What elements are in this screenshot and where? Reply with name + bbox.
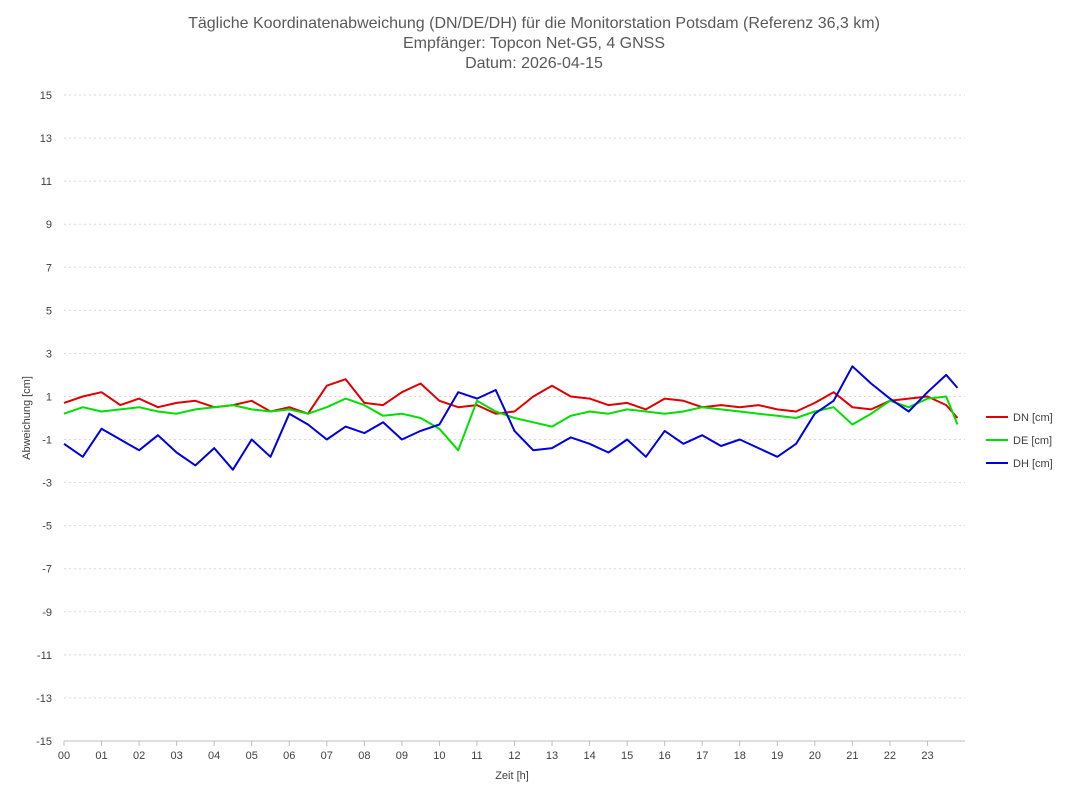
y-tick-label: -1 — [42, 435, 52, 447]
x-tick-label: 12 — [508, 750, 520, 762]
x-tick-label: 01 — [95, 750, 107, 762]
x-tick-label: 23 — [921, 750, 933, 762]
x-axis-ticks: 00 01 02 03 04 05 06 07 08 09 10 11 12 13 14 15 16 17 18 19… — [58, 750, 934, 762]
x-tick-label: 18 — [734, 750, 746, 762]
x-tick-label: 00 — [58, 750, 70, 762]
x-tick-label: 14 — [583, 750, 595, 762]
grid-lines — [64, 94, 965, 742]
x-tick-label: 15 — [621, 750, 633, 762]
y-tick-label: -7 — [42, 564, 52, 576]
y-axis-ticks: 15 13 11 9 7 5 3 1 -1 -3 -5 -7 -9 -11 -13 -15 — [36, 90, 52, 748]
chart-title-line-3: Datum: 2026-04-15 — [465, 55, 603, 72]
chart-title-line-2: Empfänger: Topcon Net-G5, 4 GNSS — [403, 35, 665, 52]
x-axis — [63, 740, 965, 746]
y-axis-label: Abweichung [cm] — [21, 376, 33, 460]
legend-entry: DE [cm] — [1013, 435, 1052, 447]
y-tick-label: -13 — [36, 693, 52, 705]
x-tick-label: 09 — [396, 750, 408, 762]
x-tick-label: 20 — [809, 750, 821, 762]
x-tick-label: 07 — [321, 750, 333, 762]
series-line-de — [63, 395, 959, 452]
y-tick-label: 3 — [46, 348, 52, 360]
x-axis-label: Zeit [h] — [495, 770, 529, 782]
x-tick-label: 04 — [208, 750, 220, 762]
y-tick-label: 11 — [41, 176, 52, 188]
y-tick-label: 15 — [40, 90, 52, 102]
x-tick-label: 11 — [471, 750, 482, 762]
x-tick-label: 17 — [696, 750, 708, 762]
legend: DN [cm] DE [cm] DH [cm] — [986, 412, 1053, 470]
chart-title: Tägliche Koordinatenabweichung (DN/DE/DH… — [188, 15, 880, 72]
y-tick-label: -15 — [36, 736, 52, 748]
y-tick-label: 1 — [46, 391, 52, 403]
series-line-dh — [63, 365, 959, 471]
y-tick-label: -11 — [37, 650, 52, 662]
x-tick-label: 16 — [659, 750, 671, 762]
x-tick-label: 03 — [171, 750, 183, 762]
y-tick-label: 5 — [46, 305, 52, 317]
y-tick-label: -5 — [42, 521, 52, 533]
y-tick-label: 13 — [40, 133, 52, 145]
x-tick-label: 13 — [546, 750, 558, 762]
y-tick-label: 7 — [46, 262, 52, 274]
chart-title-line-1: Tägliche Koordinatenabweichung (DN/DE/DH… — [188, 15, 880, 32]
x-tick-label: 21 — [846, 750, 858, 762]
x-tick-label: 19 — [771, 750, 783, 762]
legend-entry: DH [cm] — [1013, 458, 1053, 470]
series-line-dn — [63, 378, 959, 419]
y-tick-label: -9 — [42, 607, 52, 619]
x-tick-label: 06 — [283, 750, 295, 762]
legend-entry: DN [cm] — [1013, 412, 1053, 424]
series-lines — [63, 365, 959, 471]
x-tick-label: 05 — [246, 750, 258, 762]
x-tick-label: 22 — [884, 750, 896, 762]
x-tick-label: 10 — [433, 750, 445, 762]
y-tick-label: -3 — [42, 478, 52, 490]
x-tick-label: 02 — [133, 750, 145, 762]
y-tick-label: 9 — [46, 219, 52, 231]
x-tick-label: 08 — [358, 750, 370, 762]
